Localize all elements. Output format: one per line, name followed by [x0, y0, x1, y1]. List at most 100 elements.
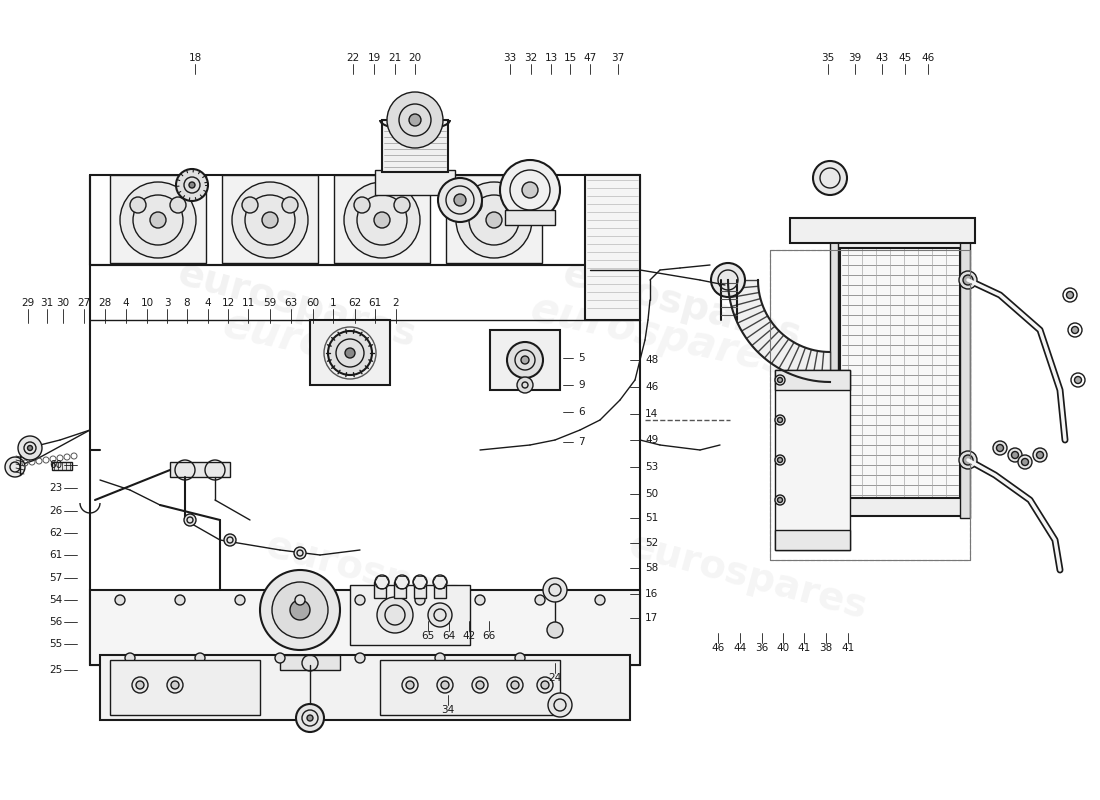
Circle shape — [434, 653, 446, 663]
Circle shape — [438, 178, 482, 222]
Circle shape — [28, 446, 33, 450]
Bar — [790, 218, 975, 243]
Text: eurospares: eurospares — [262, 526, 508, 626]
Circle shape — [515, 653, 525, 663]
Bar — [776, 370, 850, 390]
Text: 2: 2 — [393, 298, 399, 308]
Text: 52: 52 — [645, 538, 658, 548]
Circle shape — [1067, 291, 1074, 298]
Bar — [375, 170, 455, 195]
Circle shape — [1018, 455, 1032, 469]
Circle shape — [522, 182, 538, 198]
Circle shape — [176, 169, 208, 201]
Circle shape — [395, 575, 409, 589]
Text: eurospares: eurospares — [174, 254, 420, 354]
Bar — [414, 582, 426, 598]
Text: 4: 4 — [123, 298, 130, 308]
Circle shape — [262, 212, 278, 228]
Text: 60: 60 — [307, 298, 320, 308]
Text: 19: 19 — [367, 53, 381, 63]
Text: 7: 7 — [578, 437, 584, 447]
Text: 61: 61 — [368, 298, 382, 308]
Polygon shape — [728, 280, 830, 382]
Circle shape — [456, 182, 532, 258]
Text: 59: 59 — [263, 298, 276, 308]
Circle shape — [537, 677, 553, 693]
Text: 11: 11 — [241, 298, 254, 308]
Text: 61: 61 — [48, 550, 62, 560]
Bar — [170, 462, 230, 477]
Circle shape — [130, 197, 146, 213]
Circle shape — [394, 197, 410, 213]
Bar — [100, 655, 630, 720]
Circle shape — [345, 348, 355, 358]
Circle shape — [778, 378, 782, 382]
Circle shape — [959, 451, 977, 469]
Text: 28: 28 — [98, 298, 111, 308]
Circle shape — [547, 622, 563, 638]
Text: 12: 12 — [221, 298, 234, 308]
Circle shape — [296, 704, 324, 732]
Bar — [830, 228, 838, 518]
Text: 39: 39 — [848, 53, 861, 63]
Circle shape — [184, 514, 196, 526]
Circle shape — [1008, 448, 1022, 462]
Circle shape — [406, 681, 414, 689]
Circle shape — [778, 458, 782, 462]
Circle shape — [500, 160, 560, 220]
Text: 42: 42 — [462, 631, 475, 641]
Circle shape — [486, 212, 502, 228]
Bar — [379, 660, 560, 715]
Circle shape — [507, 342, 543, 378]
Text: 60: 60 — [48, 460, 62, 470]
Text: 26: 26 — [48, 506, 62, 516]
Text: 15: 15 — [563, 53, 576, 63]
Text: 31: 31 — [41, 298, 54, 308]
Text: 44: 44 — [734, 643, 747, 653]
Circle shape — [307, 715, 314, 721]
Text: 10: 10 — [141, 298, 154, 308]
Text: euro: euro — [218, 304, 332, 368]
Bar — [350, 585, 470, 645]
Circle shape — [543, 578, 566, 602]
Circle shape — [295, 595, 305, 605]
Circle shape — [711, 263, 745, 297]
Text: 3: 3 — [164, 298, 170, 308]
Bar — [280, 655, 340, 670]
Text: 47: 47 — [583, 53, 596, 63]
Text: 41: 41 — [798, 643, 811, 653]
Circle shape — [1022, 458, 1028, 466]
Text: 34: 34 — [441, 705, 454, 715]
Text: 53: 53 — [645, 462, 658, 472]
Bar — [835, 230, 965, 248]
Text: 37: 37 — [612, 53, 625, 63]
Circle shape — [512, 681, 519, 689]
Bar — [110, 175, 206, 263]
Circle shape — [778, 418, 782, 422]
Text: 41: 41 — [842, 643, 855, 653]
Circle shape — [535, 595, 544, 605]
Text: eurospares: eurospares — [559, 254, 805, 354]
Text: 25: 25 — [48, 665, 62, 675]
Text: 30: 30 — [56, 298, 69, 308]
Circle shape — [412, 575, 427, 589]
Text: 1: 1 — [330, 298, 337, 308]
Circle shape — [374, 212, 390, 228]
Circle shape — [466, 197, 482, 213]
Circle shape — [472, 677, 488, 693]
Bar — [776, 530, 850, 550]
Circle shape — [506, 197, 522, 213]
Circle shape — [170, 681, 179, 689]
Bar — [52, 462, 72, 470]
Circle shape — [136, 681, 144, 689]
Text: 51: 51 — [645, 513, 658, 523]
Bar — [490, 330, 560, 390]
Text: 45: 45 — [899, 53, 912, 63]
Circle shape — [120, 182, 196, 258]
Text: 46: 46 — [645, 382, 658, 392]
Circle shape — [290, 600, 310, 620]
Text: 46: 46 — [922, 53, 935, 63]
Circle shape — [1036, 451, 1044, 458]
Bar — [434, 582, 446, 598]
Circle shape — [275, 653, 285, 663]
